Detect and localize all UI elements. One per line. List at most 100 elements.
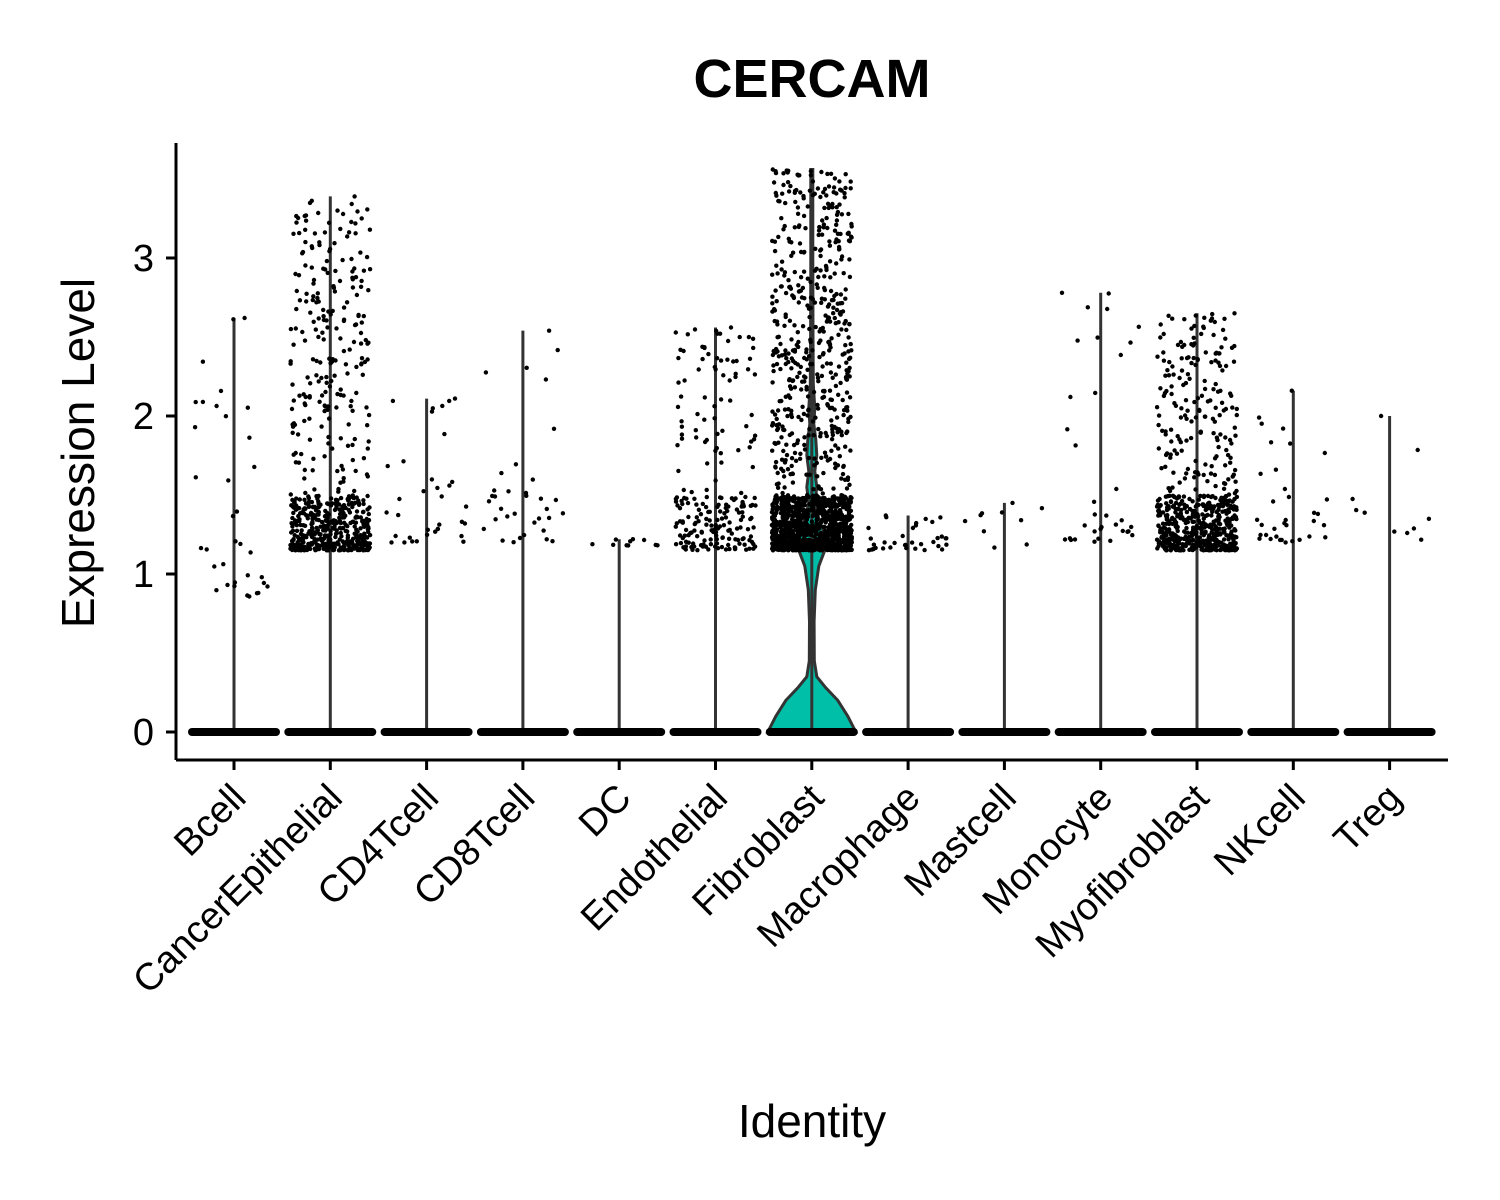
data-point: [1273, 467, 1279, 472]
data-point: [866, 525, 871, 531]
data-point: [776, 496, 782, 501]
data-point: [294, 528, 300, 533]
data-point: [714, 537, 719, 542]
data-point: [836, 446, 841, 451]
data-point: [805, 413, 810, 418]
data-point: [1217, 363, 1223, 369]
data-point: [739, 490, 744, 496]
data-point: [930, 519, 935, 525]
data-point: [340, 467, 346, 472]
data-point: [193, 399, 198, 405]
data-point: [1283, 517, 1288, 523]
zero-points-cancerepithelial: [284, 728, 377, 736]
data-point: [673, 542, 679, 547]
data-point: [830, 520, 835, 525]
data-point: [1158, 530, 1163, 535]
data-point: [1229, 523, 1234, 528]
data-point: [1168, 548, 1174, 553]
data-point: [782, 273, 787, 278]
data-point: [1212, 456, 1218, 461]
data-point: [837, 179, 842, 184]
violin-cd4tcell: [380, 396, 473, 736]
data-point: [846, 335, 851, 340]
data-point: [683, 527, 689, 533]
data-point: [492, 488, 497, 493]
data-point: [695, 411, 700, 417]
data-point: [828, 397, 833, 402]
data-point: [544, 537, 549, 542]
data-point: [848, 508, 854, 513]
data-point: [1198, 493, 1203, 499]
data-point: [785, 413, 790, 419]
data-point: [1213, 495, 1218, 501]
data-point: [797, 497, 802, 503]
data-point: [741, 502, 746, 507]
data-point: [992, 545, 997, 550]
data-point: [1411, 526, 1417, 531]
data-point: [786, 508, 791, 513]
data-point: [713, 523, 718, 528]
data-point: [343, 505, 348, 511]
data-point: [1191, 355, 1196, 361]
data-point: [1161, 393, 1167, 399]
data-point: [815, 511, 820, 516]
data-point: [318, 536, 323, 541]
data-point: [779, 398, 784, 404]
data-point: [801, 269, 807, 274]
data-point: [462, 521, 468, 526]
data-point: [1162, 537, 1168, 542]
y-tick-label: 2: [133, 396, 154, 438]
data-point: [1158, 510, 1163, 515]
data-point: [816, 541, 821, 546]
data-point: [770, 238, 775, 244]
data-point: [1268, 536, 1273, 542]
data-point: [343, 362, 349, 367]
data-point: [512, 511, 517, 516]
data-point: [1202, 414, 1208, 419]
data-point: [321, 524, 326, 529]
data-point: [810, 179, 816, 184]
data-point: [407, 535, 412, 540]
data-point: [320, 330, 325, 335]
data-point: [1193, 313, 1199, 318]
data-point: [939, 547, 945, 552]
data-point: [328, 312, 333, 317]
data-point: [794, 539, 799, 544]
data-point: [704, 516, 709, 522]
data-point: [801, 411, 807, 417]
data-point: [1128, 340, 1133, 345]
data-point: [316, 316, 321, 321]
data-point: [715, 431, 720, 437]
data-point: [826, 544, 831, 550]
data-point: [316, 379, 321, 384]
data-point: [734, 526, 740, 531]
data-point: [775, 470, 780, 476]
data-point: [1187, 496, 1192, 502]
data-point: [785, 467, 791, 472]
data-point: [822, 513, 828, 518]
data-point: [1209, 316, 1215, 321]
violin-bcell: [188, 315, 280, 736]
data-point: [198, 545, 204, 551]
data-point: [792, 510, 797, 515]
data-point: [750, 336, 756, 341]
data-point: [832, 176, 838, 181]
data-point: [362, 524, 367, 529]
data-point: [1092, 529, 1097, 534]
data-point: [1082, 523, 1087, 528]
data-point: [396, 512, 401, 518]
data-point: [511, 540, 516, 545]
data-point: [1158, 335, 1163, 340]
data-point: [1195, 396, 1201, 401]
data-point: [849, 522, 854, 528]
data-point: [1181, 494, 1187, 499]
data-point: [815, 375, 821, 380]
data-point: [1178, 339, 1184, 345]
data-point: [309, 265, 314, 270]
zero-points-macrophage: [862, 728, 955, 736]
data-point: [440, 403, 445, 409]
data-point: [811, 433, 816, 438]
data-point: [811, 493, 816, 498]
data-point: [1193, 415, 1199, 420]
data-point: [319, 424, 324, 429]
